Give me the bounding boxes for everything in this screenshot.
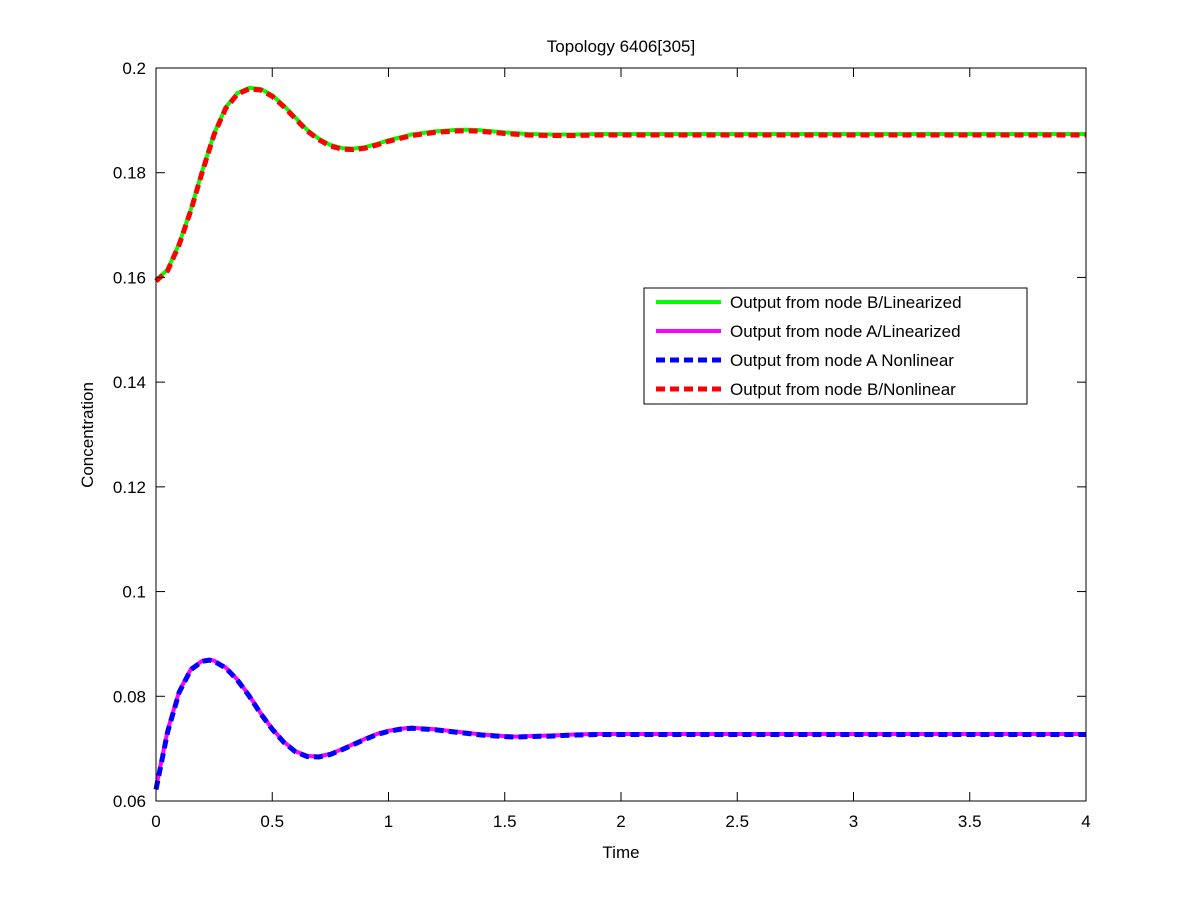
legend: Output from node B/Linearized Output from… [643, 287, 1028, 405]
y-axis-label: Concentration [78, 382, 97, 488]
x-tick-label: 3.5 [958, 812, 982, 831]
y-tick-label: 0.06 [113, 792, 146, 811]
y-tick-label: 0.18 [113, 164, 146, 183]
y-tick-label: 0.12 [113, 478, 146, 497]
x-tick-label: 2.5 [725, 812, 749, 831]
series-layer [153, 85, 1086, 790]
y-tick-label: 0.16 [113, 268, 146, 287]
legend-label-3: Output from node A Nonlinear [730, 351, 954, 370]
legend-box [643, 287, 1028, 405]
chart-title: Topology 6406[305] [547, 37, 695, 56]
y-tick-label: 0.14 [113, 373, 146, 392]
y-tick-label: 0.2 [122, 59, 146, 78]
x-tick-label: 1.5 [493, 812, 517, 831]
x-tick-label: 0.5 [260, 812, 284, 831]
legend-label-4: Output from node B/Nonlinear [730, 380, 956, 399]
legend-label-1: Output from node B/Linearized [730, 293, 962, 312]
y-tick-label: 0.08 [113, 687, 146, 706]
x-tick-label: 2 [616, 812, 625, 831]
x-tick-label: 3 [849, 812, 858, 831]
plot-area [156, 68, 1086, 801]
x-tick-label: 4 [1081, 812, 1090, 831]
x-tick-label: 1 [384, 812, 393, 831]
series-line-4 [154, 86, 1086, 283]
y-tick-label: 0.1 [122, 583, 146, 602]
axes-frame [155, 67, 1087, 802]
legend-label-2: Output from node A/Linearized [730, 322, 961, 341]
series-line-3 [153, 657, 1086, 790]
x-axis-label: Time [602, 843, 639, 862]
tick-layer: 0 0.5 1 1.5 2 2.5 3 3.5 4 0.06 0.08 0.1 0.12 0.14 0.16… [113, 59, 1091, 831]
x-tick-label: 0 [151, 812, 160, 831]
